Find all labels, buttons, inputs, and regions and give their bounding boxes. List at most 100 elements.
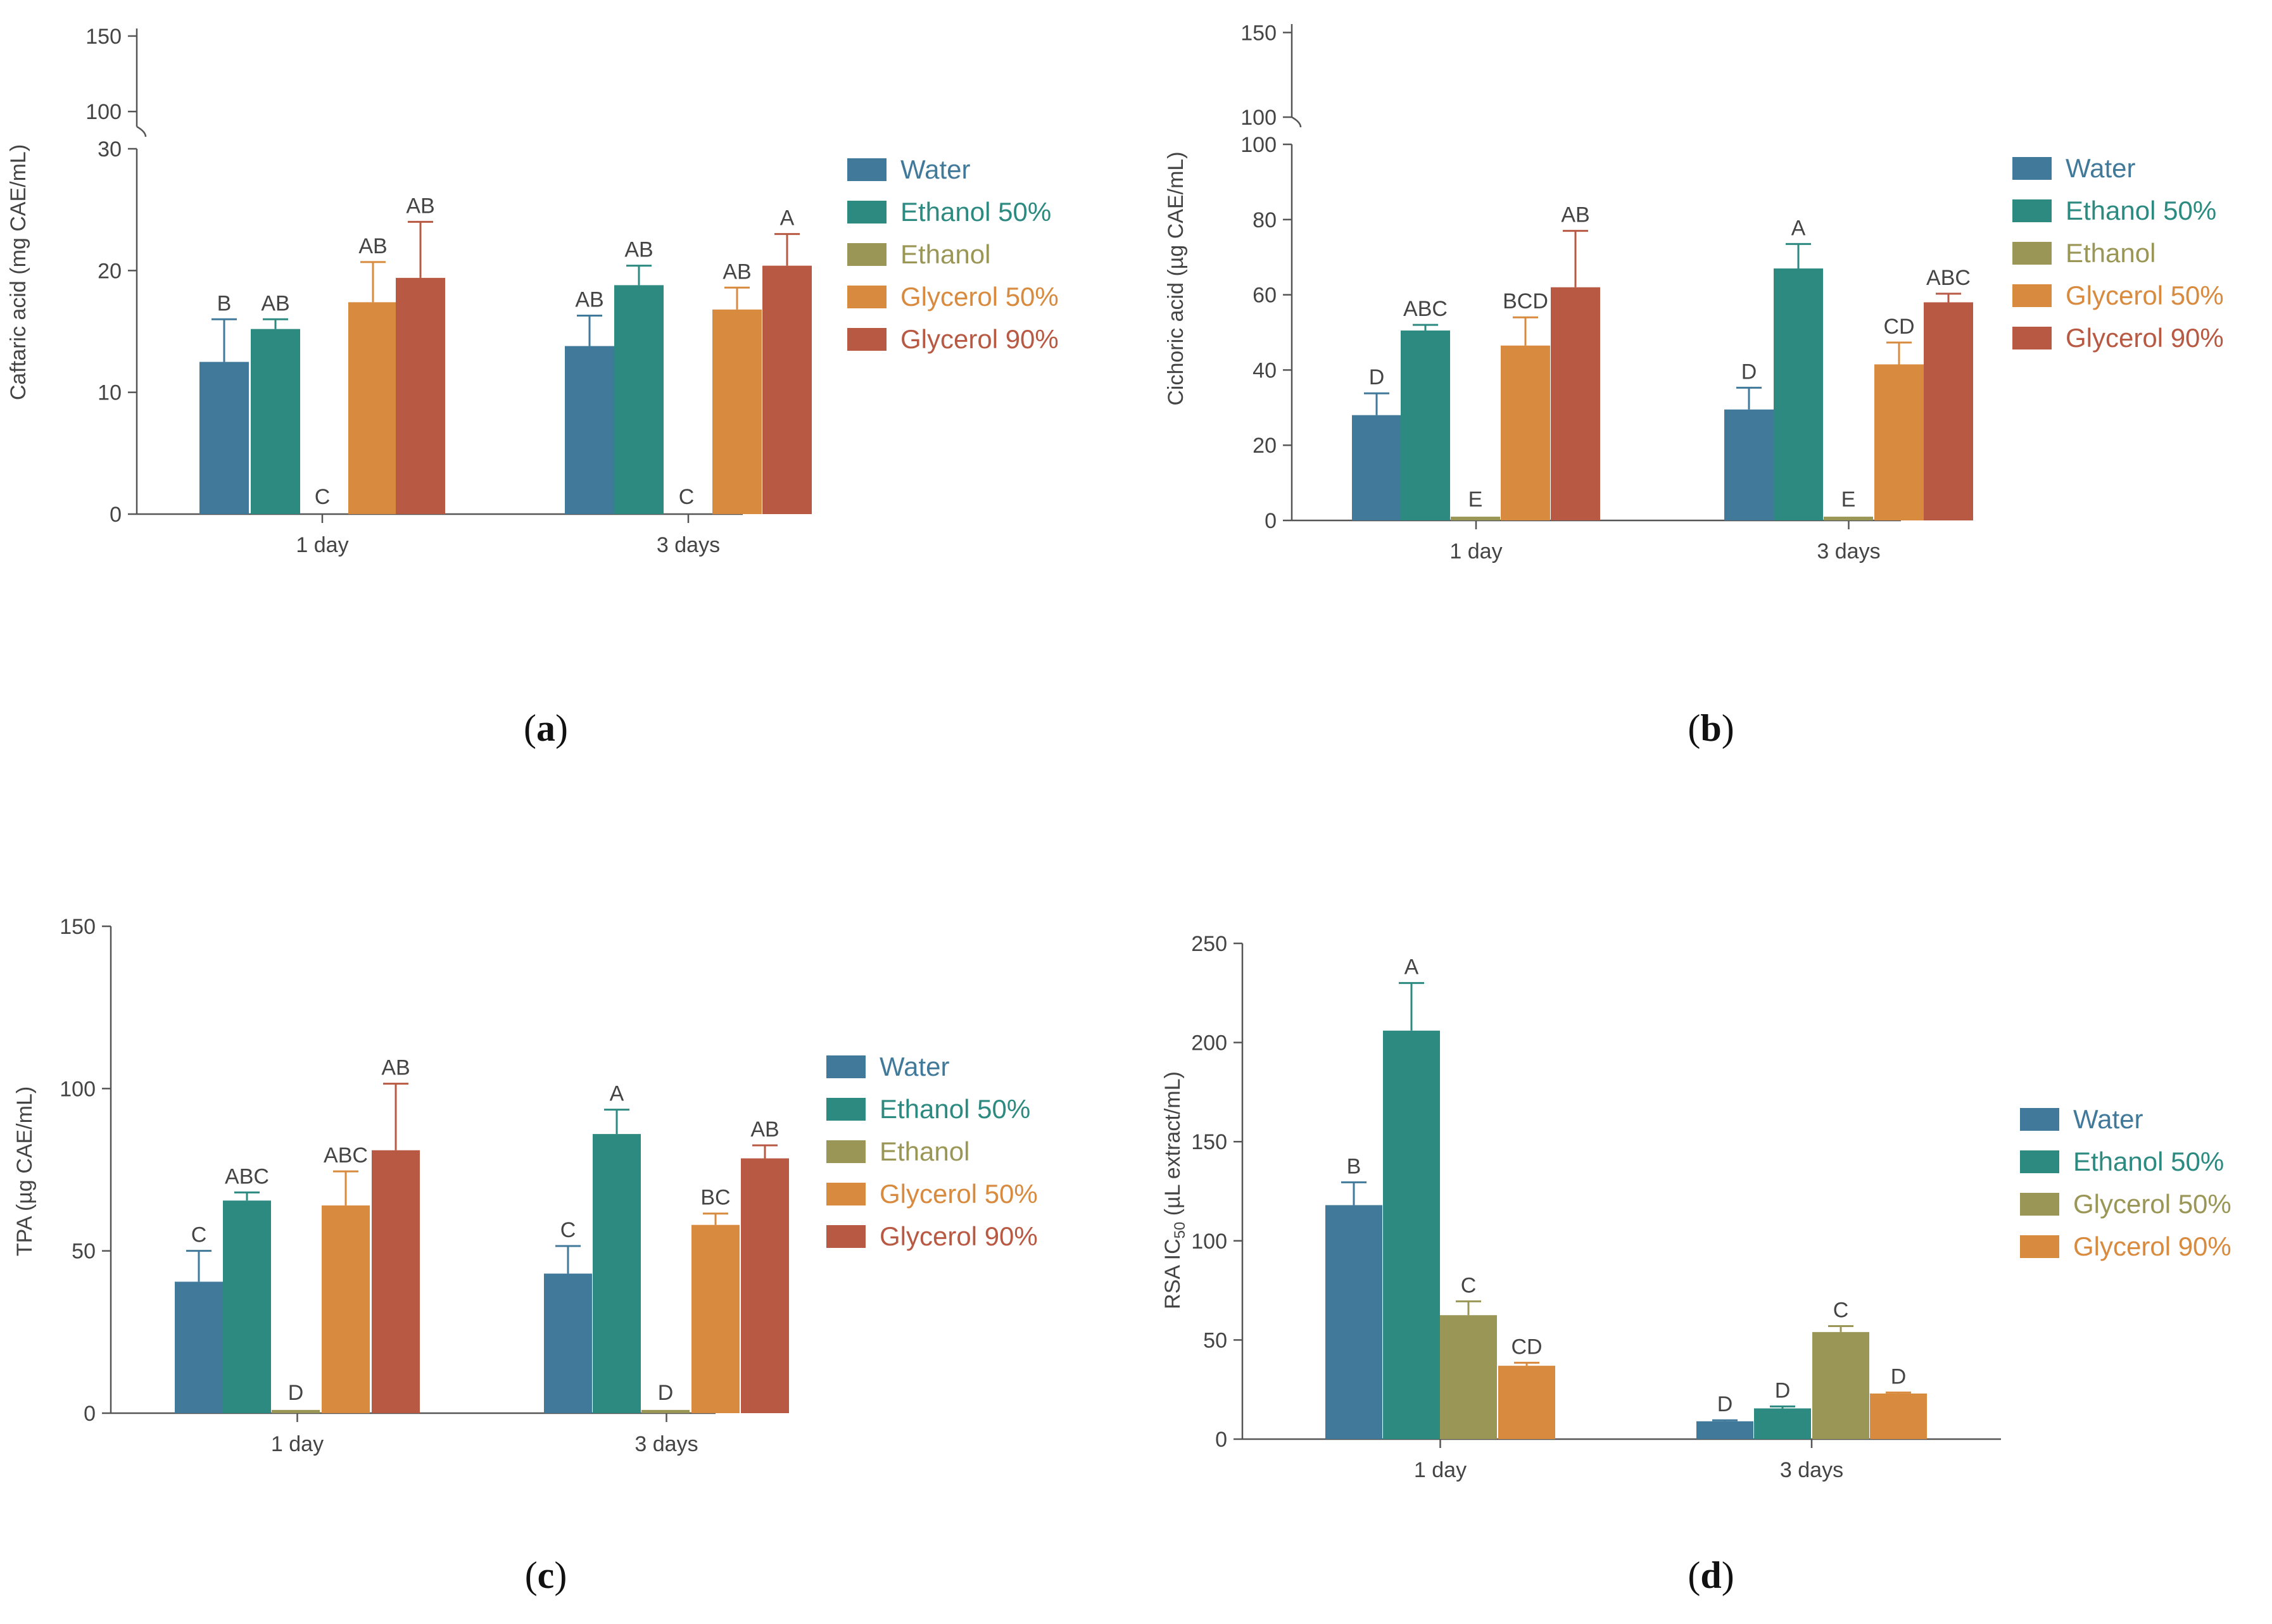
bar bbox=[348, 302, 398, 514]
bar bbox=[614, 285, 664, 514]
significance-letter: CD bbox=[1511, 1335, 1542, 1359]
significance-letter: C bbox=[1461, 1273, 1477, 1297]
legend-label: Ethanol bbox=[2066, 238, 2155, 268]
y-tick-label: 100 bbox=[60, 1077, 96, 1101]
legend-swatch bbox=[2020, 1150, 2059, 1173]
y-tick-label: 100 bbox=[1240, 106, 1277, 130]
legend-label: Ethanol 50% bbox=[880, 1094, 1030, 1124]
bar bbox=[691, 1224, 740, 1413]
legend-label: Water bbox=[2066, 153, 2135, 183]
significance-letter: AB bbox=[624, 238, 653, 262]
y-axis-title: Caftaric acid (mg CAE/mL) bbox=[6, 144, 30, 400]
legend-swatch bbox=[2020, 1235, 2059, 1258]
significance-letter: AB bbox=[575, 287, 603, 312]
significance-letter: A bbox=[610, 1082, 624, 1106]
y-axis-title-part: (µL extract/mL) bbox=[1161, 1071, 1185, 1222]
legend-label: Glycerol 90% bbox=[880, 1221, 1038, 1251]
legend-label: Water bbox=[2073, 1104, 2143, 1134]
y-axis-title: Cichoric acid (µg CAE/mL) bbox=[1164, 151, 1188, 405]
bar bbox=[1874, 364, 1924, 520]
significance-letter: D bbox=[1369, 365, 1385, 389]
y-tick-label: 100 bbox=[1191, 1230, 1227, 1254]
panel-label-paren: ( bbox=[525, 1554, 538, 1596]
bar bbox=[1924, 302, 1973, 520]
bar bbox=[1551, 287, 1600, 520]
panel-label: (d) bbox=[1688, 1554, 1734, 1596]
significance-letter: AB bbox=[406, 194, 434, 218]
x-category-label: 1 day bbox=[271, 1432, 324, 1456]
legend-swatch bbox=[2020, 1108, 2059, 1131]
bar bbox=[1774, 268, 1823, 520]
legend-label: Glycerol 50% bbox=[2073, 1189, 2231, 1219]
panel-label-paren: ( bbox=[524, 707, 536, 749]
legend-label: Ethanol 50% bbox=[2073, 1147, 2224, 1176]
axis-break-mark bbox=[136, 125, 147, 137]
significance-letter: ABC bbox=[324, 1143, 368, 1168]
bar bbox=[272, 1409, 320, 1413]
panel-label-letter: c bbox=[538, 1554, 555, 1596]
panel-label-paren: ) bbox=[555, 707, 568, 749]
legend-label: Ethanol bbox=[900, 239, 990, 269]
y-tick-label: 100 bbox=[1240, 133, 1277, 157]
y-tick-label: 10 bbox=[98, 381, 122, 405]
y-tick-label: 200 bbox=[1191, 1031, 1227, 1055]
y-tick-label: 40 bbox=[1253, 358, 1277, 382]
panel-label: (c) bbox=[525, 1554, 567, 1596]
x-category-label: 3 days bbox=[1780, 1458, 1843, 1482]
legend-swatch bbox=[847, 201, 887, 223]
panel-label-letter: a bbox=[536, 707, 555, 749]
legend-label: Glycerol 90% bbox=[900, 324, 1059, 354]
legend-swatch bbox=[2012, 242, 2052, 265]
bar bbox=[544, 1273, 592, 1413]
x-category-label: 1 day bbox=[1414, 1458, 1467, 1482]
legend: Water Ethanol 50% Ethanol Glycerol 50% Glyce… bbox=[826, 1052, 1038, 1251]
chart-panel-b: 0 20 40 60 80 100 100 150 1 day 3 days Cichoric ac… bbox=[1164, 21, 2224, 749]
legend-swatch bbox=[2020, 1193, 2059, 1216]
significance-letter: C bbox=[560, 1218, 576, 1242]
bar bbox=[1724, 409, 1774, 520]
significance-letter: AB bbox=[381, 1056, 410, 1080]
bar bbox=[712, 309, 762, 514]
bar bbox=[322, 1205, 370, 1413]
legend-swatch bbox=[826, 1225, 866, 1248]
panel-label: (a) bbox=[524, 707, 568, 749]
panel-label-letter: d bbox=[1700, 1554, 1721, 1596]
significance-letter: C bbox=[315, 485, 331, 509]
panel-label-paren: ( bbox=[1688, 707, 1700, 749]
legend-label: Glycerol 50% bbox=[900, 282, 1059, 312]
panel-label-paren: ( bbox=[1688, 1554, 1700, 1596]
y-tick-label: 0 bbox=[110, 503, 122, 527]
significance-letter: ABC bbox=[1403, 297, 1448, 321]
bar bbox=[372, 1150, 420, 1413]
legend-swatch bbox=[2012, 327, 2052, 349]
y-tick-label: 30 bbox=[98, 137, 122, 161]
panel-label: (b) bbox=[1688, 707, 1734, 749]
bar bbox=[1383, 1030, 1440, 1439]
legend: Water Ethanol 50% Glycerol 50% Glycerol 90% bbox=[2020, 1104, 2231, 1261]
significance-letter: B bbox=[217, 291, 232, 315]
bar bbox=[762, 265, 812, 514]
significance-letter: D bbox=[1741, 360, 1757, 384]
legend-swatch bbox=[847, 328, 887, 351]
legend-swatch bbox=[2012, 199, 2052, 222]
legend-label: Ethanol 50% bbox=[900, 197, 1051, 227]
significance-letter: ABC bbox=[225, 1164, 269, 1188]
significance-letter: AB bbox=[261, 291, 289, 315]
legend: Water Ethanol 50% Ethanol Glycerol 50% Glyce… bbox=[2012, 153, 2224, 353]
significance-letter: D bbox=[658, 1381, 674, 1405]
legend-label: Water bbox=[900, 154, 970, 184]
bar bbox=[223, 1200, 271, 1413]
y-tick-label: 80 bbox=[1253, 208, 1277, 232]
significance-letter: AB bbox=[750, 1117, 779, 1142]
legend-label: Glycerol 50% bbox=[880, 1179, 1038, 1209]
significance-letter: AB bbox=[1561, 203, 1589, 227]
y-tick-label: 250 bbox=[1191, 932, 1227, 956]
y-tick-label: 0 bbox=[84, 1402, 96, 1426]
y-tick-label: 20 bbox=[98, 259, 122, 283]
legend-swatch bbox=[847, 243, 887, 266]
legend-swatch bbox=[826, 1055, 866, 1078]
legend-label: Glycerol 90% bbox=[2073, 1231, 2231, 1261]
